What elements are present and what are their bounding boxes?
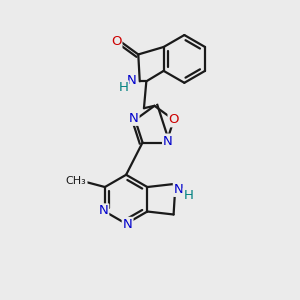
Text: N: N [163,134,173,148]
Text: O: O [169,113,179,126]
Text: CH₃: CH₃ [66,176,87,186]
Text: H: H [184,189,194,202]
Text: N: N [127,74,136,87]
Text: H: H [118,81,128,94]
Text: O: O [111,34,122,47]
Text: N: N [174,183,184,196]
Text: N: N [129,112,139,125]
Text: N: N [123,218,133,231]
Text: N: N [98,204,108,218]
